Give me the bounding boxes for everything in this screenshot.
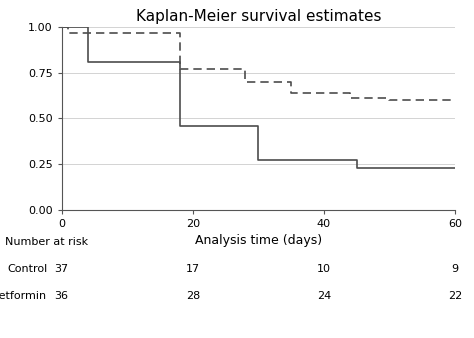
Line: Control: Control <box>62 27 455 168</box>
Metformin <box>452 98 458 102</box>
Metformin <box>177 67 182 71</box>
Text: 10: 10 <box>317 264 331 274</box>
Metformin <box>347 96 353 100</box>
Metformin <box>59 25 64 29</box>
Title: Kaplan-Meier survival estimates: Kaplan-Meier survival estimates <box>136 9 381 24</box>
Control <box>255 158 261 162</box>
Metformin <box>288 80 294 84</box>
Control <box>59 25 64 29</box>
Text: 22: 22 <box>448 291 462 301</box>
Control <box>255 124 261 128</box>
Control <box>354 158 359 162</box>
Metformin <box>65 30 71 34</box>
Metformin <box>242 80 248 84</box>
Metformin <box>288 91 294 95</box>
Text: 28: 28 <box>186 291 200 301</box>
Text: Number at risk: Number at risk <box>5 237 88 247</box>
Text: 37: 37 <box>55 264 69 274</box>
Control <box>354 166 359 170</box>
Text: 9: 9 <box>451 264 459 274</box>
Metformin <box>387 98 392 102</box>
Text: 36: 36 <box>55 291 69 301</box>
Metformin <box>347 91 353 95</box>
Line: Metformin: Metformin <box>62 27 455 100</box>
Control <box>177 60 182 64</box>
Metformin <box>242 67 248 71</box>
Control <box>85 60 91 64</box>
Control <box>177 124 182 128</box>
Text: 17: 17 <box>186 264 200 274</box>
Control <box>85 25 91 29</box>
Metformin <box>387 96 392 100</box>
X-axis label: Analysis time (days): Analysis time (days) <box>195 234 322 247</box>
Text: Metformin: Metformin <box>0 291 47 301</box>
Text: 24: 24 <box>317 291 331 301</box>
Metformin <box>65 25 71 29</box>
Control <box>452 166 458 170</box>
Metformin <box>177 30 182 34</box>
Text: Control: Control <box>7 264 47 274</box>
